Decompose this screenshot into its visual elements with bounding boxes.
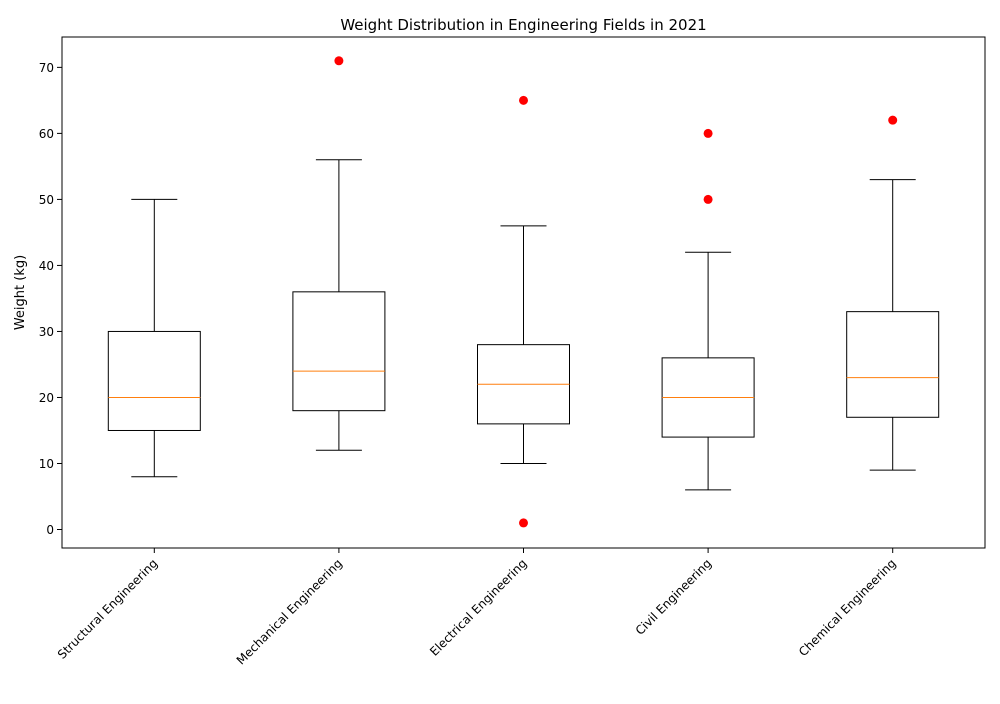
y-tick-label: 40 — [39, 259, 54, 273]
x-tick-label: Chemical Engineering — [796, 556, 899, 659]
x-tick-label: Electrical Engineering — [427, 556, 530, 659]
y-tick-label: 50 — [39, 193, 54, 207]
iqr-box — [107, 330, 201, 431]
outlier-point — [519, 518, 528, 528]
y-tick-label: 30 — [39, 325, 54, 339]
y-tick-label: 20 — [39, 391, 54, 405]
outlier-point — [703, 128, 713, 138]
y-axis: 0 10 20 30 40 50 60 70 — [39, 61, 62, 537]
y-tick-label: 0 — [46, 523, 54, 537]
box-series — [107, 56, 940, 528]
outlier-point — [888, 115, 898, 125]
y-tick-label: 60 — [39, 127, 54, 141]
box-group — [661, 128, 755, 491]
iqr-box — [292, 291, 386, 412]
x-axis: Structural Engineering Mechanical Enginee… — [55, 548, 899, 667]
y-tick-label: 70 — [39, 61, 54, 75]
box-group — [107, 198, 201, 478]
outlier-point — [334, 56, 344, 66]
box-group — [292, 56, 386, 451]
box-group — [846, 115, 940, 471]
x-tick-label: Structural Engineering — [55, 556, 161, 662]
chart-title: Weight Distribution in Engineering Field… — [340, 16, 706, 34]
box-group — [477, 95, 570, 528]
y-tick-label: 10 — [39, 457, 54, 471]
plot-frame — [61, 36, 986, 549]
y-axis-label: Weight (kg) — [13, 255, 28, 330]
outlier-point — [703, 194, 713, 204]
x-tick-label: Mechanical Engineering — [234, 556, 345, 667]
iqr-box — [846, 311, 940, 418]
outlier-point — [519, 95, 528, 105]
x-tick-label: Civil Engineering — [633, 556, 715, 638]
